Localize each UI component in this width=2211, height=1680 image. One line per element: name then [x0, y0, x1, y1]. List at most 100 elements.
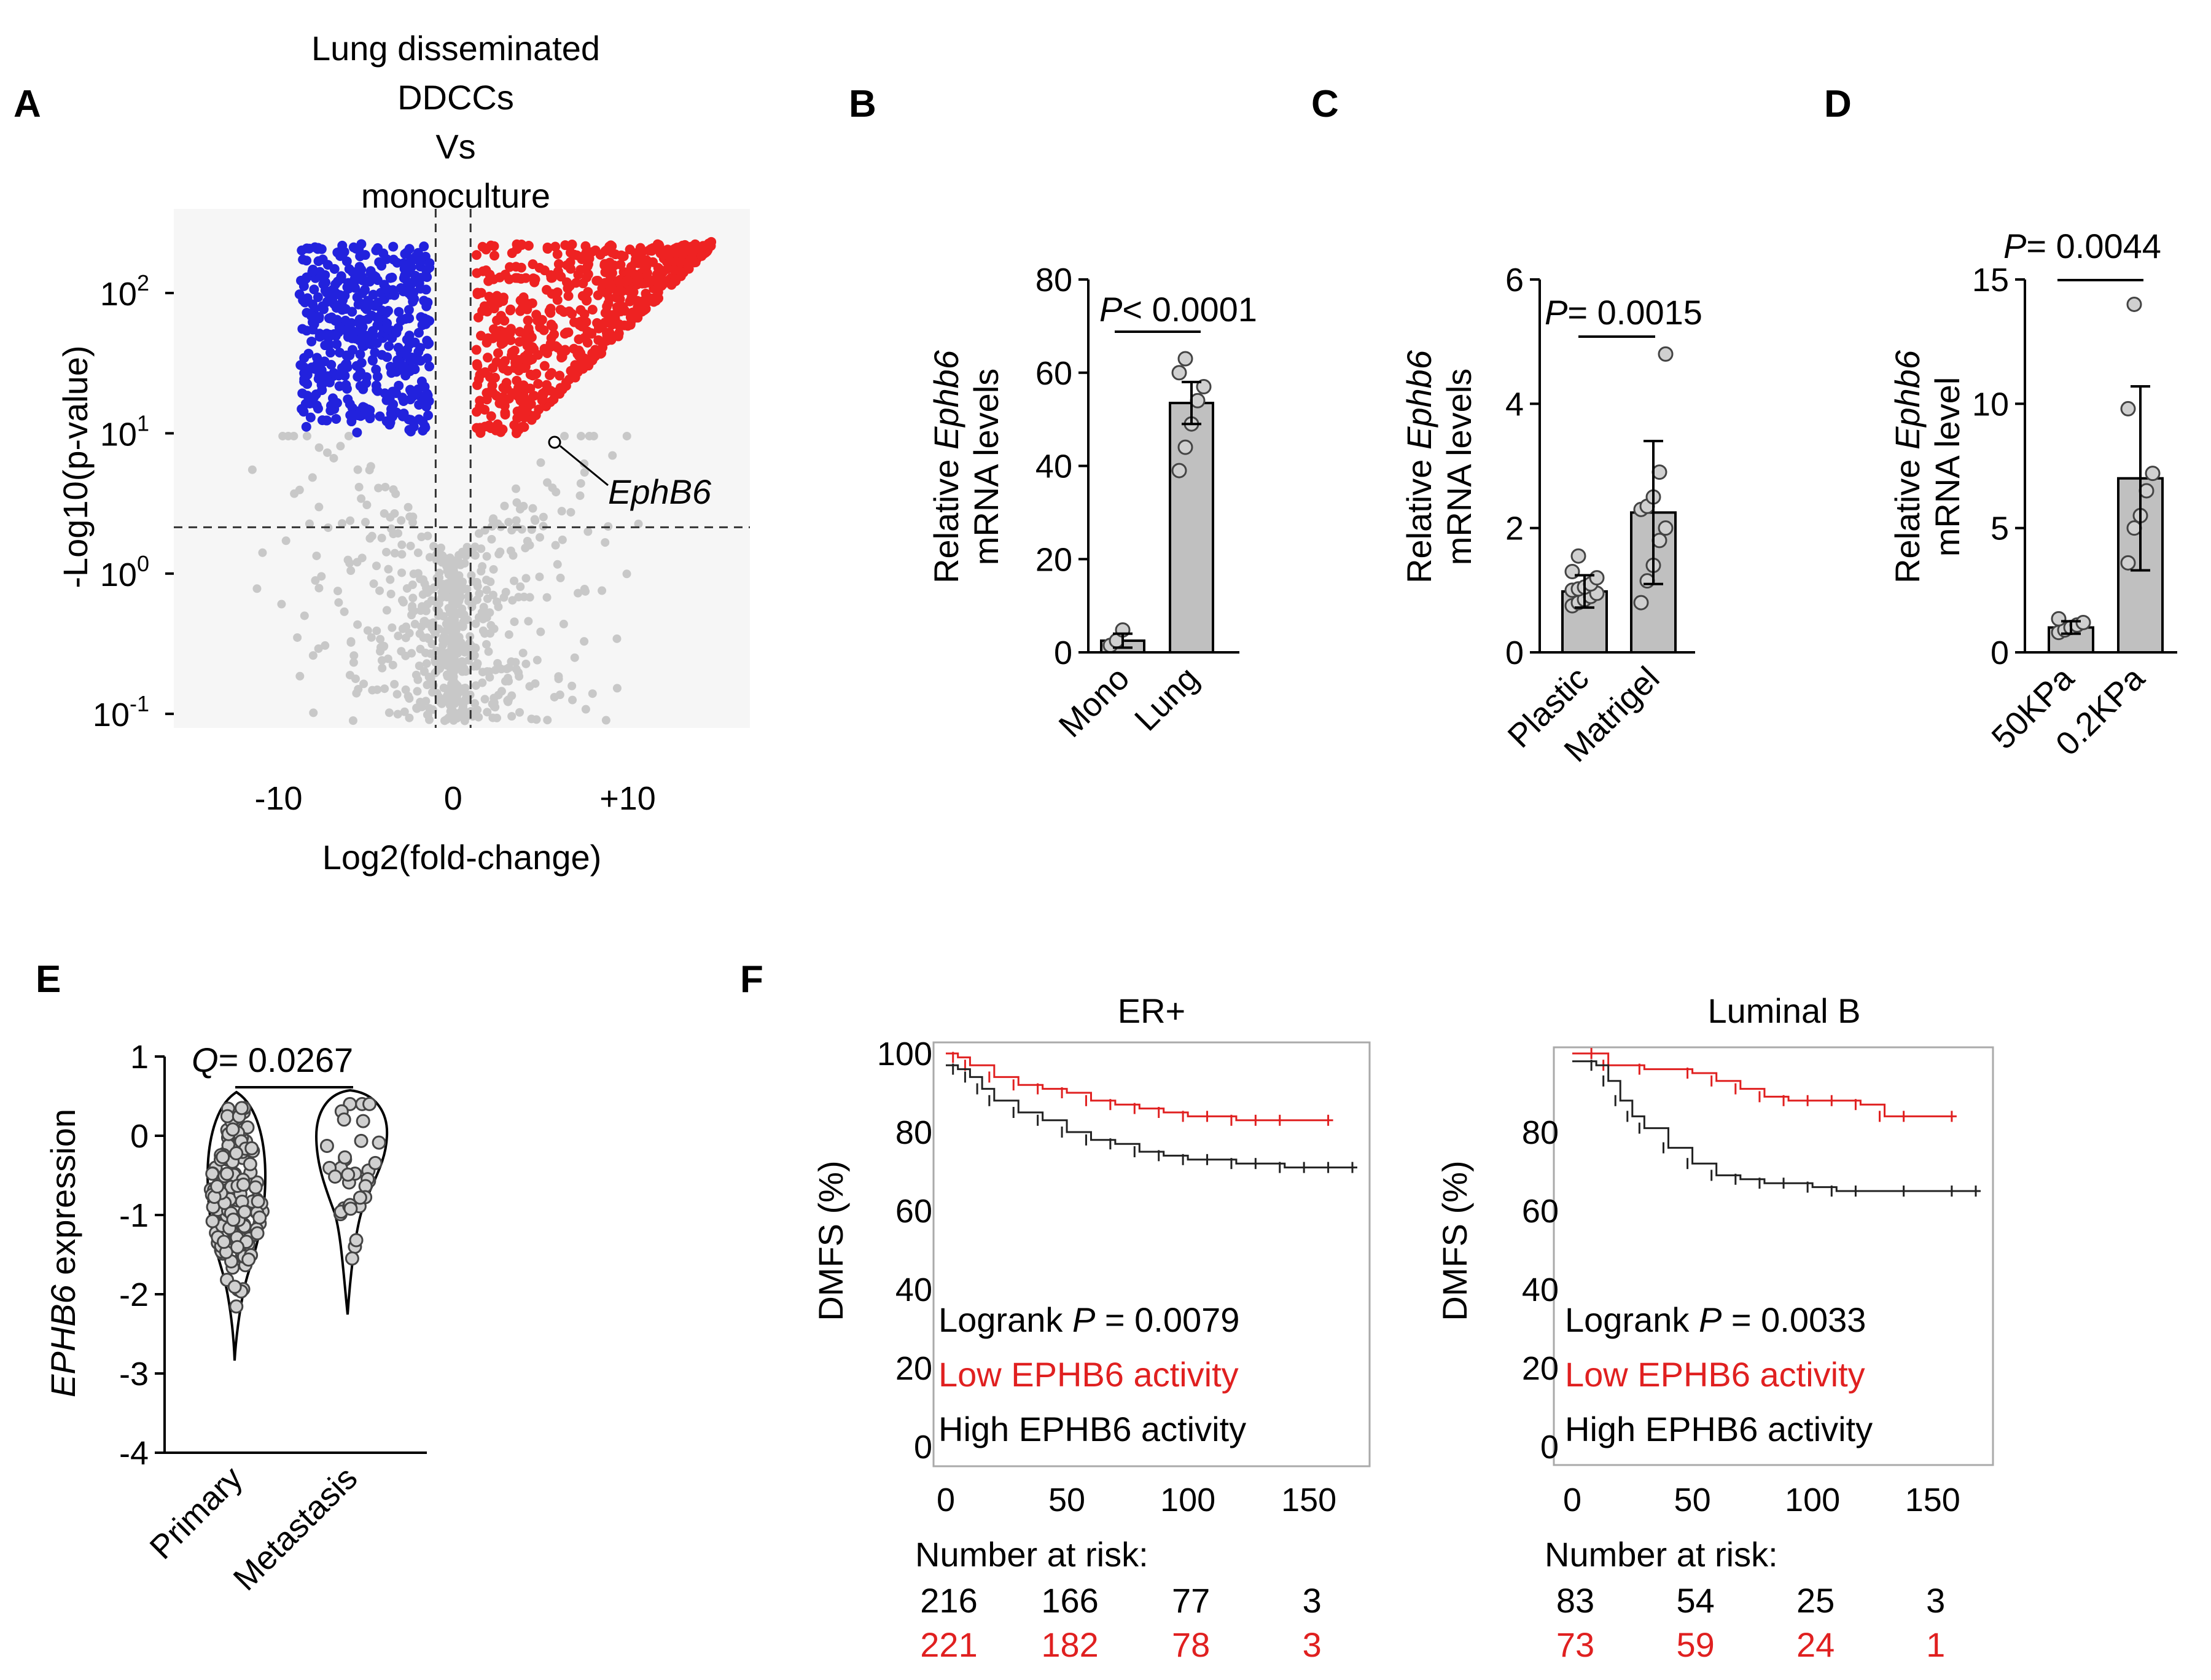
volcano-point-ns	[448, 639, 458, 648]
volcano-y-ticks: 10-1 100 101 102	[93, 270, 174, 733]
volcano-point-ns	[456, 621, 465, 630]
volcano-point-up	[550, 241, 561, 252]
volcano-point-down	[321, 277, 331, 287]
volcano-point-down	[372, 372, 383, 382]
volcano-point-down	[301, 421, 311, 432]
panel-d: 0 5 10 15 P= 0.0044 Relative Ephb6 mRNA lev…	[1888, 227, 2177, 763]
km-y-tick-label: 40	[1522, 1272, 1559, 1308]
volcano-point-up	[639, 295, 649, 306]
volcano-point-up	[690, 245, 701, 256]
volcano-point-up	[545, 370, 555, 380]
panel-e-y-ticks: -4 -3 -2 -1 0 1	[119, 1039, 165, 1472]
risk-high-1: 54	[1676, 1581, 1714, 1620]
volcano-point-ns	[408, 580, 417, 589]
y-tick-label: 6	[1505, 262, 1524, 299]
volcano-point-ns	[277, 600, 286, 609]
volcano-point-ns	[470, 550, 479, 560]
risk-high-0: 83	[1556, 1581, 1594, 1620]
violin-point-primary	[220, 1166, 235, 1181]
volcano-point-down	[408, 297, 418, 307]
volcano-point-up	[492, 315, 502, 326]
volcano-point-ns	[480, 695, 489, 704]
volcano-point-up	[500, 270, 510, 280]
volcano-point-up	[504, 262, 515, 272]
km-x-tick-label: 150	[1281, 1482, 1336, 1518]
volcano-point-ns	[552, 488, 561, 497]
volcano-point-ns	[430, 596, 439, 606]
volcano-point-ns	[461, 667, 470, 676]
volcano-point-down	[407, 352, 417, 362]
volcano-point-ns	[348, 716, 357, 725]
volcano-point-up	[556, 347, 567, 357]
data-point	[1177, 439, 1193, 455]
violin-point-metastasis	[345, 1251, 359, 1266]
volcano-point-ns	[374, 483, 383, 493]
km-er-y-label: DMFS (%)	[811, 1160, 850, 1321]
violin-point-primary	[252, 1210, 267, 1225]
volcano-point-down	[343, 394, 353, 404]
volcano-point-ns	[577, 431, 586, 440]
volcano-point-up	[486, 411, 496, 421]
volcano-point-up	[572, 250, 582, 260]
km-er-curves	[946, 1052, 1357, 1173]
volcano-point-up	[476, 330, 486, 341]
volcano-point-up	[553, 266, 563, 276]
violin-point-primary	[220, 1109, 235, 1123]
volcano-point-up	[591, 276, 602, 286]
violin-point-primary	[235, 1101, 249, 1115]
volcano-point-ns	[462, 542, 472, 552]
volcano-point-ns	[437, 646, 446, 655]
volcano-point-down	[302, 272, 312, 283]
volcano-point-down	[351, 270, 361, 280]
volcano-point-ns	[397, 516, 406, 525]
volcano-point-up	[615, 278, 626, 288]
km-lumb-curves	[1572, 1048, 1981, 1197]
volcano-point-ns	[556, 573, 565, 582]
volcano-point-ns	[575, 491, 585, 500]
volcano-point-ns	[482, 585, 491, 595]
volcano-point-up	[481, 244, 491, 255]
volcano-point-up	[494, 398, 505, 408]
volcano-point-ns	[375, 586, 384, 595]
volcano-x-ticks: -10 0 +10	[255, 780, 656, 817]
y-tick-label: 0	[1991, 635, 2009, 671]
volcano-point-down	[413, 327, 424, 338]
panel-e-q-value: Q= 0.0267	[192, 1041, 353, 1079]
volcano-point-ns	[456, 592, 465, 601]
volcano-point-ns	[472, 577, 482, 587]
volcano-point-ns	[532, 655, 542, 665]
volcano-point-down	[294, 289, 305, 300]
volcano-point-ns	[300, 611, 309, 620]
volcano-point-ns	[380, 684, 389, 693]
volcano-point-down	[313, 292, 323, 302]
volcano-point-ns	[402, 622, 411, 631]
volcano-point-down	[415, 343, 426, 353]
panel-e-x-label-metastasis: Metastasis	[227, 1459, 365, 1598]
volcano-point-down	[355, 349, 365, 359]
volcano-point-ns	[551, 541, 560, 550]
volcano-point-up	[501, 378, 512, 388]
volcano-point-down	[355, 369, 365, 379]
volcano-point-ns	[478, 626, 488, 635]
data-point	[1171, 463, 1187, 479]
volcano-point-ns	[449, 678, 458, 687]
volcano-x-tick-label: -10	[255, 780, 303, 817]
volcano-point-ns	[580, 459, 589, 468]
volcano-point-up	[488, 362, 498, 373]
volcano-point-down	[347, 403, 357, 413]
volcano-point-ns	[470, 542, 480, 552]
volcano-x-axis-label: Log2(fold-change)	[322, 838, 602, 877]
volcano-point-ns	[302, 431, 311, 440]
data-point	[1658, 520, 1674, 536]
panel-a: Lung disseminated DDCCs Vs monoculture 1…	[56, 29, 750, 877]
volcano-point-down	[424, 396, 434, 406]
panel-b-x-label-lung: Lung	[1128, 660, 1206, 738]
volcano-point-up	[524, 355, 535, 365]
volcano-point-down	[382, 284, 392, 294]
volcano-point-down	[325, 329, 335, 340]
data-point	[1190, 393, 1206, 408]
volcano-point-ns	[553, 560, 562, 569]
volcano-point-down	[382, 352, 392, 362]
volcano-point-up	[677, 267, 687, 278]
volcano-point-ns	[456, 642, 465, 651]
